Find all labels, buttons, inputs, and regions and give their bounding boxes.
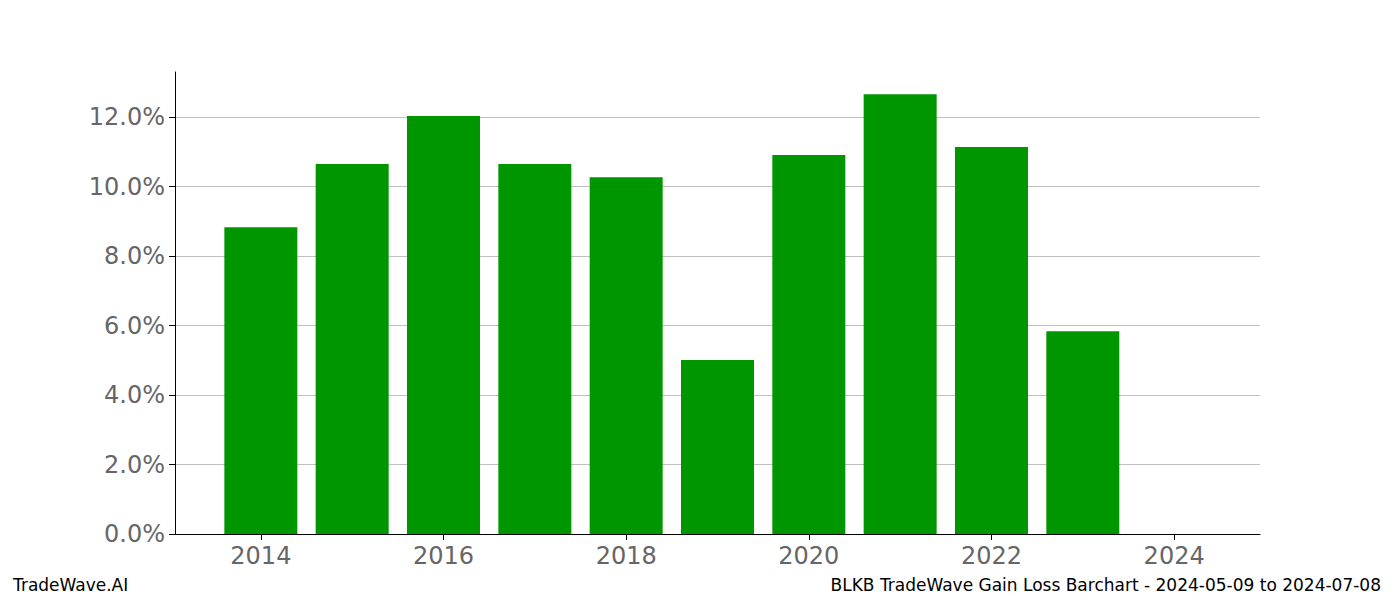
svg-text:2018: 2018	[596, 542, 657, 570]
svg-text:0.0%: 0.0%	[104, 520, 165, 548]
svg-text:10.0%: 10.0%	[89, 173, 165, 201]
svg-text:2020: 2020	[778, 542, 839, 570]
svg-text:2022: 2022	[961, 542, 1022, 570]
svg-text:TradeWave.AI: TradeWave.AI	[12, 575, 128, 595]
svg-text:2.0%: 2.0%	[104, 451, 165, 479]
svg-text:2014: 2014	[230, 542, 291, 570]
svg-text:6.0%: 6.0%	[104, 312, 165, 340]
svg-text:12.0%: 12.0%	[89, 103, 165, 131]
svg-text:8.0%: 8.0%	[104, 242, 165, 270]
svg-text:2024: 2024	[1144, 542, 1205, 570]
svg-text:BLKB TradeWave Gain Loss Barch: BLKB TradeWave Gain Loss Barchart - 2024…	[831, 575, 1381, 595]
svg-text:4.0%: 4.0%	[104, 381, 165, 409]
svg-text:2016: 2016	[413, 542, 474, 570]
